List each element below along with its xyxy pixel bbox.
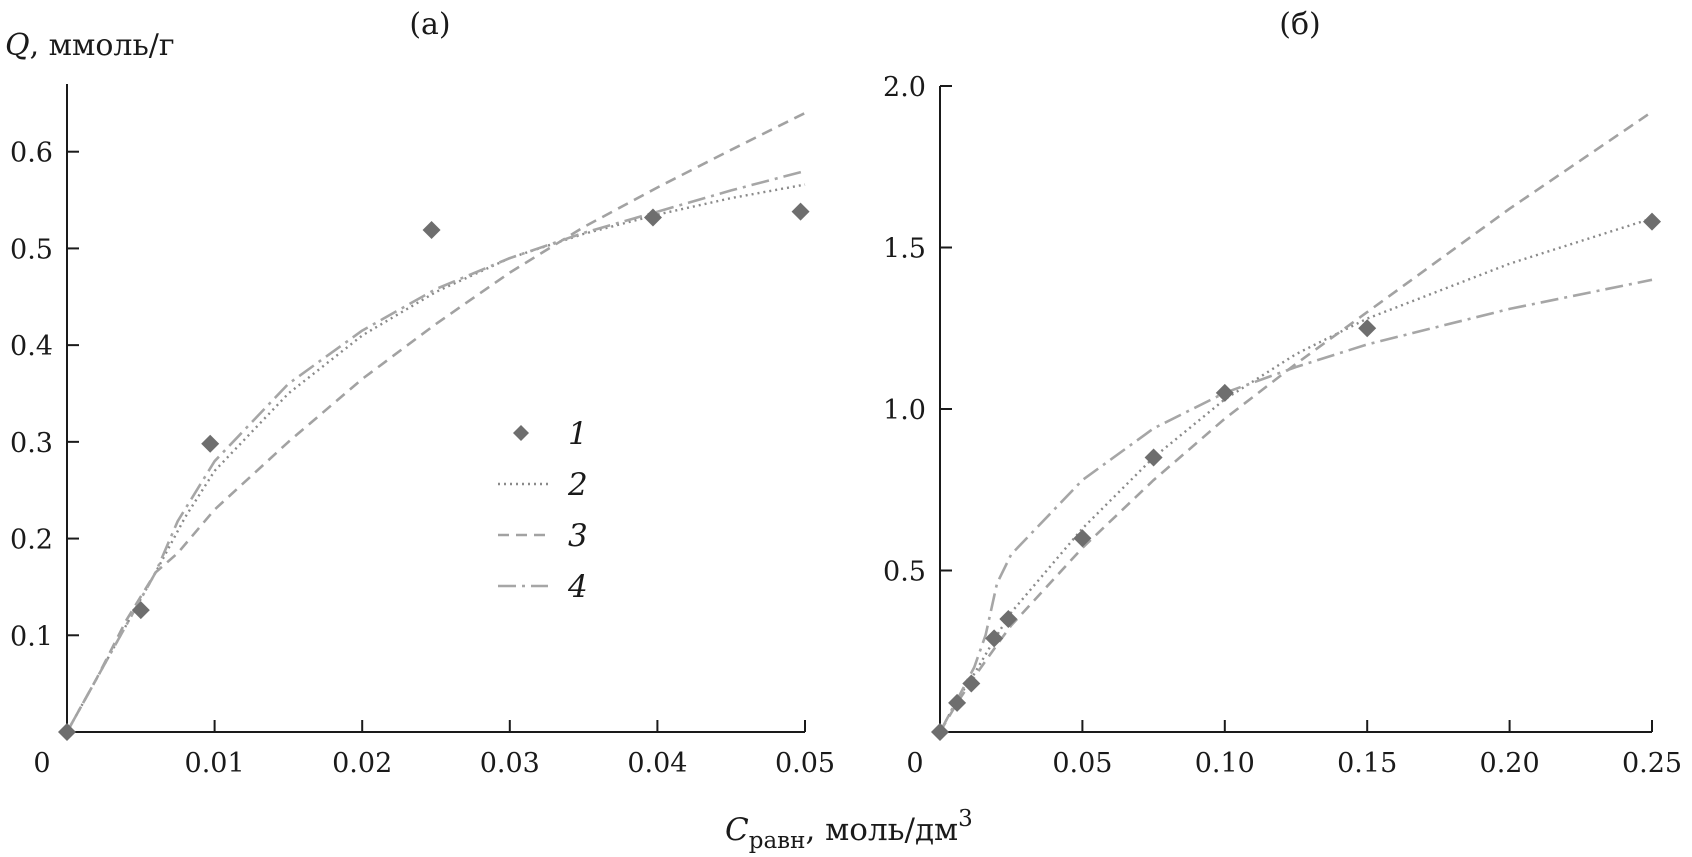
b-x-tick-label: 0.05 bbox=[1052, 748, 1112, 779]
b-series-3-line bbox=[938, 110, 1653, 733]
x-label-subscript: равн bbox=[749, 828, 806, 854]
a-x-tick-label: 0.05 bbox=[775, 748, 835, 779]
a-series-2-line bbox=[65, 183, 806, 733]
b-y-tick-label: 0.5 bbox=[883, 557, 926, 588]
a-x-tick-label: 0.01 bbox=[185, 748, 245, 779]
a-data-point bbox=[58, 723, 76, 741]
panel-b-axes: 0 0.05 0.10 0.15 0.20 0.25 0.5 1.0 1.5 2.0 bbox=[883, 72, 1682, 779]
x-label-unit: , моль/дм bbox=[805, 812, 958, 848]
legend: 1 2 3 4 bbox=[498, 416, 588, 605]
b-data-point bbox=[1073, 529, 1092, 548]
y-label-unit: , ммоль/г bbox=[30, 28, 175, 63]
a-series-3-line bbox=[65, 111, 806, 733]
b-origin-label: 0 bbox=[906, 748, 923, 779]
b-x-tick-label: 0.10 bbox=[1195, 748, 1255, 779]
b-data-point bbox=[985, 629, 1004, 648]
b-x-tick-label: 0.15 bbox=[1337, 748, 1397, 779]
panel-a: (а) Q, ммоль/г 0 0.01 0.02 0.03 0.04 0.050.10… bbox=[5, 7, 835, 779]
legend-marker-1 bbox=[513, 425, 529, 441]
legend-label-1: 1 bbox=[568, 416, 588, 452]
a-y-tick-label: 0.4 bbox=[10, 331, 53, 362]
b-data-point bbox=[1643, 212, 1661, 231]
a-y-tick-label: 0.1 bbox=[10, 621, 53, 652]
a-origin-label: 0 bbox=[33, 748, 50, 779]
b-series-4-line bbox=[938, 278, 1653, 733]
b-data-point bbox=[962, 674, 981, 693]
legend-label-4: 4 bbox=[567, 569, 588, 605]
x-axis-label: Cравн, моль/дм3 bbox=[725, 806, 973, 854]
b-data-point bbox=[948, 693, 967, 712]
a-y-tick-label: 0.6 bbox=[10, 138, 53, 169]
x-label-symbol: C bbox=[725, 812, 749, 848]
panel-a-title: (а) bbox=[409, 7, 450, 42]
a-data-point bbox=[131, 601, 150, 620]
a-y-tick-label: 0.3 bbox=[10, 428, 53, 459]
a-y-tick-label: 0.5 bbox=[10, 234, 53, 265]
b-series-2-line bbox=[938, 217, 1653, 733]
a-data-point bbox=[422, 221, 441, 240]
b-data-point bbox=[1358, 319, 1377, 338]
b-data-point bbox=[1215, 383, 1234, 402]
panel-b: (б) 0 0.05 0.10 0.15 0.20 0.25 0.5 1.0 1.5 2.0 bbox=[883, 7, 1682, 779]
a-x-tick-label: 0.03 bbox=[480, 748, 540, 779]
a-data-point bbox=[643, 208, 662, 227]
panel-a-axes: 0 0.01 0.02 0.03 0.04 0.05 0.1 0.2 0.3 0.4 0.5 0.6 bbox=[10, 84, 835, 779]
panel-b-title: (б) bbox=[1279, 7, 1320, 42]
a-y-tick-label: 0.2 bbox=[10, 525, 53, 556]
panel-b-series bbox=[931, 110, 1661, 741]
a-data-point bbox=[201, 434, 220, 453]
b-x-tick-label: 0.20 bbox=[1480, 748, 1540, 779]
legend-label-3: 3 bbox=[568, 518, 588, 554]
a-series-4-line bbox=[65, 169, 806, 733]
b-x-tick-label: 0.25 bbox=[1622, 748, 1682, 779]
x-label-superscript: 3 bbox=[958, 806, 973, 832]
b-y-tick-label: 2.0 bbox=[883, 72, 926, 103]
panel-a-y-axis-label: Q, ммоль/г bbox=[5, 28, 175, 63]
b-data-point bbox=[1144, 448, 1163, 467]
a-x-tick-label: 0.02 bbox=[332, 748, 392, 779]
a-x-tick-label: 0.04 bbox=[627, 748, 687, 779]
b-y-tick-label: 1.5 bbox=[883, 234, 926, 265]
legend-label-2: 2 bbox=[567, 467, 588, 503]
b-data-point bbox=[931, 723, 949, 741]
panel-a-series bbox=[58, 111, 810, 741]
a-data-point bbox=[791, 202, 810, 221]
y-label-symbol: Q bbox=[5, 28, 30, 63]
b-y-tick-label: 1.0 bbox=[883, 395, 926, 426]
b-data-point bbox=[999, 609, 1018, 628]
